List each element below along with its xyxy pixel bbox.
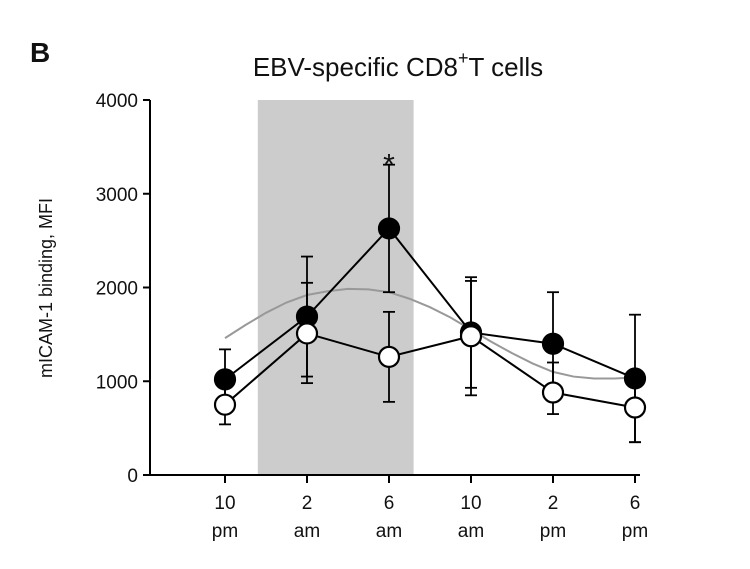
series-1-point-0 [213,393,237,416]
x-tick-label-period-5: pm [622,521,648,542]
x-tick-label-hour-3: 10 [460,493,481,514]
x-tick-label-period-2: am [376,521,402,542]
y-tick-label-1: 1000 [96,372,138,393]
chart-title: EBV-specific CD8+T cells [253,48,543,82]
data-points [213,217,647,419]
series-1-point-4 [541,381,565,404]
x-tick-label-hour-5: 6 [630,493,641,514]
series-0-line [224,226,636,381]
shaded-night-region [257,100,414,475]
x-tick-label-hour-4: 2 [548,493,559,514]
x-tick-label-period-3: am [458,521,484,542]
x-tick-label-hour-2: 6 [384,493,395,514]
fit-curve [224,287,636,380]
axes [143,99,640,483]
series-1-point-5 [623,396,647,419]
fit-curve-line [224,287,636,380]
y-axis-label: mICAM-1 binding, MFI [36,198,56,378]
significance-asterisk: * [383,148,395,181]
chart-title-suffix: T cells [469,52,544,82]
y-tick-label-0: 0 [127,466,138,487]
shaded-region-rect [257,100,414,475]
series-1-point-3 [459,325,483,348]
tick-labels: 0 1000 2000 3000 4000 10 pm 2 am 6 am 10 am 2 pm 6 pm [96,91,648,542]
series-0-point-5 [623,367,647,390]
x-tick-label-period-0: pm [212,521,238,542]
series-0-point-0 [213,368,237,391]
x-tick-label-hour-0: 10 [214,493,235,514]
series-1-line [224,332,636,409]
series-lines [224,226,636,409]
series-1-point-2 [377,345,401,368]
series-0-point-2 [377,217,401,240]
series-1-point-1 [295,322,319,345]
series-0-point-4 [541,332,565,355]
chart-title-superscript: + [458,48,469,68]
chart-title-main: EBV-specific CD8 [253,52,458,82]
panel-label: B [30,37,50,68]
y-tick-label-2: 2000 [96,279,138,300]
x-tick-label-period-4: pm [540,521,566,542]
y-tick-label-3: 3000 [96,185,138,206]
x-tick-label-period-1: am [294,521,320,542]
y-tick-label-4: 4000 [96,91,138,112]
x-tick-label-hour-1: 2 [302,493,313,514]
